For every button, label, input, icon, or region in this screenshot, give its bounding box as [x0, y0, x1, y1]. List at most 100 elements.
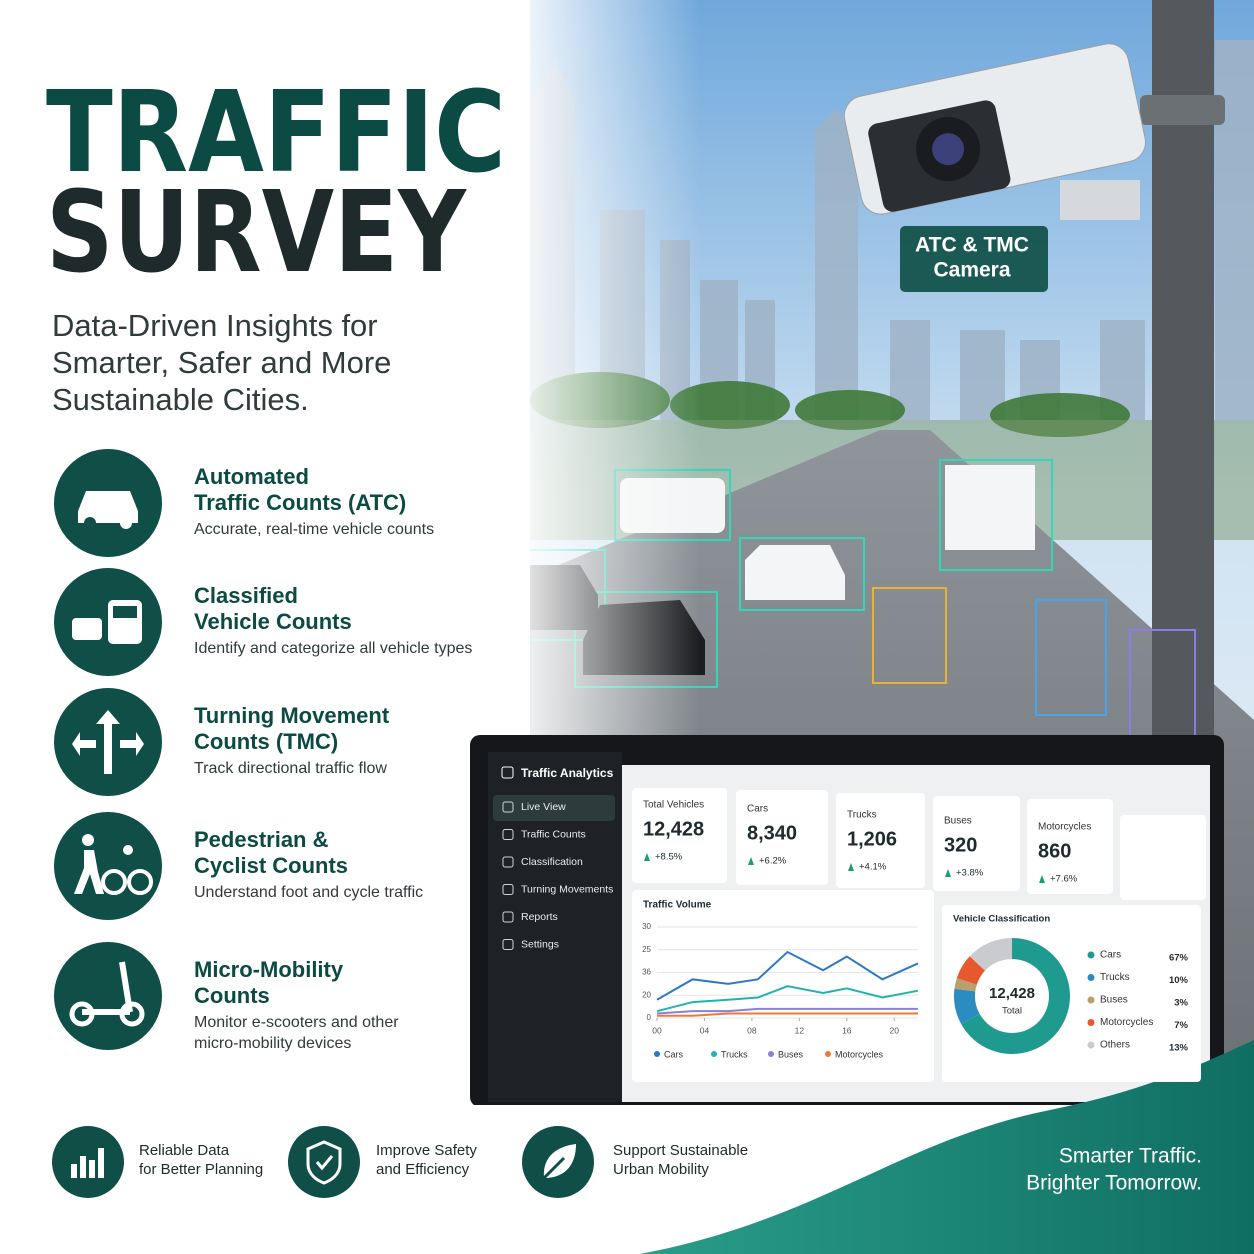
subtitle: Smarter, Safer and More — [52, 345, 391, 380]
donut-segment — [969, 938, 1012, 971]
menu-item: Reports — [521, 911, 558, 923]
x-tick-label: 16 — [842, 1025, 852, 1035]
title: SURVEY — [46, 168, 468, 298]
kpi-arrow — [1039, 875, 1045, 883]
x-tick-label: 12 — [795, 1025, 805, 1035]
icon-shape — [71, 1164, 77, 1178]
benefit-text: for Better Planning — [139, 1161, 263, 1178]
kpi-label: Buses — [944, 816, 972, 827]
chart-title: Traffic Volume — [643, 900, 712, 911]
feature-title: Cyclist Counts — [194, 853, 348, 878]
donut-center-label: Total — [1002, 1006, 1022, 1017]
feature-description: micro-mobility devices — [194, 1035, 351, 1052]
menu-icon — [502, 884, 514, 895]
icon-shape — [127, 869, 153, 895]
legend-marker — [1087, 1019, 1095, 1026]
x-tick-label: 08 — [747, 1025, 757, 1035]
feature-title: Traffic Counts (ATC) — [194, 490, 406, 515]
x-tick-label: 20 — [890, 1025, 900, 1035]
legend-label: Trucks — [1100, 972, 1130, 983]
kpi-label: Total Vehicles — [643, 800, 704, 811]
icon-shape — [78, 491, 138, 523]
legend-marker — [768, 1051, 774, 1057]
legend-label: Buses — [1100, 995, 1128, 1006]
feature-title: Automated — [194, 464, 309, 489]
legend-marker — [1087, 951, 1095, 959]
benefit-text: and Efficiency — [376, 1161, 470, 1178]
kpi-label: Trucks — [847, 810, 877, 821]
feature-title: Classified — [194, 583, 298, 608]
bottom-band — [0, 1040, 1254, 1254]
kpi-change: +4.1% — [859, 862, 887, 873]
feature-icon — [69, 961, 145, 1027]
menu-icon — [502, 939, 514, 950]
icon-shape — [72, 710, 144, 774]
legend-label: Trucks — [721, 1049, 748, 1059]
app-title: Traffic Analytics — [521, 766, 614, 780]
feature-title: Pedestrian & — [194, 827, 329, 852]
kpi-label: Motorcycles — [1038, 822, 1091, 833]
legend-marker — [1087, 996, 1095, 1004]
donut-center-value: 12,428 — [989, 985, 1035, 1002]
feature-icon — [72, 710, 144, 774]
legend-marker — [654, 1051, 660, 1057]
feature-icon-circle — [54, 942, 162, 1050]
camera-label: ATC & TMC — [915, 234, 1029, 257]
tagline: Smarter Traffic. — [1059, 1145, 1202, 1168]
kpi-arrow — [748, 857, 754, 865]
feature-icon — [72, 600, 142, 644]
value-label: 10% — [1169, 975, 1189, 986]
feature-title: Vehicle Counts — [194, 609, 352, 634]
benefit-text: Improve Safety — [376, 1142, 477, 1159]
feature-title: Turning Movement — [194, 703, 390, 728]
benefit-icon — [306, 1140, 342, 1185]
kpi-change: +3.8% — [956, 868, 984, 879]
kpi-card — [736, 790, 828, 885]
y-tick-label: 20 — [642, 990, 651, 999]
kpi-value: 12,428 — [643, 818, 704, 840]
chart-title: Vehicle Classification — [953, 914, 1050, 925]
menu-icon — [502, 856, 514, 868]
kpi-value: 8,340 — [747, 822, 797, 844]
value-label: 3% — [1174, 998, 1188, 1009]
camera-label: Camera — [933, 259, 1010, 282]
feature-description: Track directional traffic flow — [194, 760, 387, 777]
icon-shape — [74, 850, 104, 894]
menu-icon — [502, 829, 514, 840]
subtitle: Sustainable Cities. — [52, 382, 309, 417]
kpi-card — [836, 793, 925, 888]
series-line — [656, 1007, 918, 1015]
kpi-value: 1,206 — [847, 828, 897, 850]
kpi-change: +8.5% — [655, 852, 683, 863]
feature-title: Counts — [194, 983, 270, 1008]
kpi-value: 860 — [1038, 840, 1071, 862]
icon-shape — [315, 1155, 334, 1171]
app-logo — [501, 766, 514, 779]
kpi-value: 320 — [944, 834, 977, 856]
legend-marker — [1087, 1041, 1095, 1049]
kpi-card — [632, 788, 727, 883]
legend-label: Buses — [778, 1049, 804, 1059]
menu-item: Classification — [521, 856, 583, 868]
icon-shape — [123, 845, 133, 855]
icon-shape — [82, 834, 94, 846]
legend-marker — [825, 1051, 831, 1057]
icon-shape — [84, 517, 96, 529]
y-tick-label: 0 — [647, 1013, 652, 1022]
icon-shape — [120, 517, 132, 529]
donut-segment — [956, 956, 986, 985]
series-line — [657, 1012, 918, 1017]
benefit-text: Reliable Data — [139, 1142, 230, 1159]
legend-label: Cars — [664, 1049, 684, 1059]
menu-icon — [502, 911, 514, 923]
x-tick-label: 00 — [652, 1025, 662, 1035]
legend-marker — [1087, 974, 1095, 981]
kpi-label: Cars — [747, 804, 768, 815]
y-tick-label: 25 — [642, 945, 651, 954]
kpi-card — [1120, 815, 1206, 900]
icon-shape — [306, 1140, 342, 1185]
benefit-icon — [538, 1144, 576, 1184]
feature-description: Identify and categorize all vehicle type… — [194, 640, 472, 657]
kpi-arrow — [848, 863, 854, 871]
value-label: 7% — [1174, 1020, 1188, 1031]
